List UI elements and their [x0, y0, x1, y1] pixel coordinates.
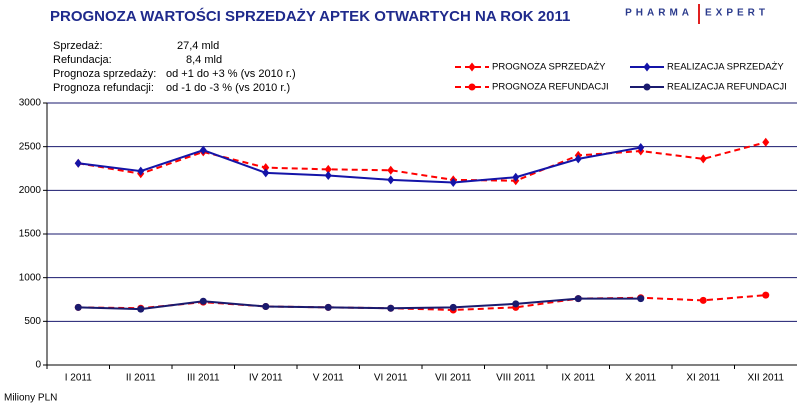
legend-label: PROGNOZA REFUNDACJI [492, 82, 609, 93]
info-value: od -1 do -3 % (vs 2010 r.) [166, 82, 290, 94]
legend-label: REALIZACJA REFUNDACJI [667, 82, 787, 93]
point [637, 295, 645, 303]
legend-marker [468, 83, 476, 91]
point [74, 158, 82, 168]
x-tick-label: XI 2011 [686, 373, 720, 384]
point [262, 168, 270, 178]
x-tick-label: VII 2011 [435, 373, 472, 384]
legend-marker [643, 62, 651, 72]
info-label: Prognoza sprzedaży: [53, 68, 156, 80]
legend-marker [468, 62, 476, 72]
y-tick-label: 500 [24, 316, 41, 327]
x-tick-label: VIII 2011 [496, 373, 536, 384]
y-tick-label: 2000 [19, 185, 42, 196]
point [637, 143, 645, 153]
point [324, 164, 332, 174]
point [512, 300, 520, 308]
x-tick-label: III 2011 [187, 373, 220, 384]
point [449, 303, 457, 311]
point [137, 305, 145, 313]
point [574, 295, 582, 303]
point [74, 303, 82, 311]
point [387, 304, 395, 312]
series-line [78, 297, 641, 311]
info-value: od +1 do +3 % (vs 2010 r.) [166, 68, 296, 80]
y-axis-label: Miliony PLN [4, 393, 57, 404]
x-tick-label: II 2011 [126, 373, 156, 384]
point [137, 166, 145, 176]
x-tick-label: IX 2011 [561, 373, 595, 384]
logo-right: EXPERT [705, 8, 769, 19]
legend-label: REALIZACJA SPRZEDAŻY [667, 62, 784, 73]
y-tick-label: 2500 [19, 141, 42, 152]
point [262, 163, 270, 173]
x-tick-label: V 2011 [313, 373, 344, 384]
y-tick-label: 0 [35, 360, 41, 371]
point [199, 145, 207, 155]
info-value: 27,4 mld [177, 40, 219, 52]
y-tick-label: 3000 [19, 98, 42, 109]
point [574, 154, 582, 164]
x-tick-label: IV 2011 [249, 373, 283, 384]
info-label: Sprzedaż: [53, 40, 103, 52]
series-line [78, 146, 641, 184]
point [262, 302, 270, 310]
point [324, 303, 332, 311]
point [762, 291, 770, 299]
y-tick-label: 1500 [19, 229, 42, 240]
info-label: Prognoza refundacji: [53, 82, 154, 94]
legend-marker [643, 83, 651, 91]
x-tick-label: X 2011 [625, 373, 656, 384]
logo-left: PHARMA [625, 8, 693, 19]
x-tick-label: I 2011 [65, 373, 92, 384]
point [762, 137, 770, 147]
y-tick-label: 1000 [19, 272, 42, 283]
point [699, 296, 707, 304]
point [387, 165, 395, 175]
info-value: 8,4 mld [186, 54, 222, 66]
point [387, 175, 395, 185]
point [449, 177, 457, 187]
point [199, 297, 207, 305]
info-label: Refundacja: [53, 54, 112, 66]
series-line [78, 141, 767, 182]
x-tick-label: XII 2011 [747, 373, 784, 384]
x-tick-label: VI 2011 [374, 373, 408, 384]
point [512, 172, 520, 182]
point [324, 170, 332, 180]
legend-label: PROGNOZA SPRZEDAŻY [492, 62, 606, 73]
chart-title: PROGNOZA WARTOŚCI SPRZEDAŻY APTEK OTWART… [50, 7, 570, 25]
point [699, 154, 707, 164]
